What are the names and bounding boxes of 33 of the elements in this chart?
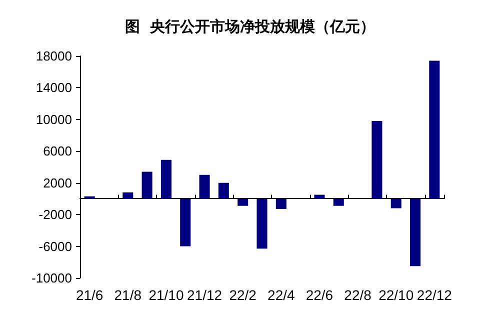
bar bbox=[333, 198, 344, 206]
y-tick-label: 14000 bbox=[36, 80, 72, 96]
bar bbox=[429, 60, 440, 199]
bar bbox=[372, 121, 382, 199]
bar bbox=[142, 172, 152, 199]
x-tick-label: 22/4 bbox=[268, 287, 295, 303]
y-tick-label: 6000 bbox=[43, 144, 72, 159]
bar bbox=[180, 198, 191, 246]
y-tick-label: 18000 bbox=[36, 48, 72, 64]
y-tick-label: -2000 bbox=[38, 207, 72, 222]
x-tick-label: 21/8 bbox=[114, 287, 142, 303]
bar bbox=[410, 198, 421, 266]
y-tick-label: 10000 bbox=[36, 112, 72, 127]
bar bbox=[218, 182, 229, 199]
y-tick-label: 2000 bbox=[43, 175, 72, 190]
x-tick-label: 22/8 bbox=[344, 287, 372, 303]
y-tick-label: -6000 bbox=[38, 238, 72, 254]
chart-title: 图 央行公开市场净投放规模（亿元） bbox=[124, 18, 376, 36]
y-tick-label: -10000 bbox=[32, 270, 72, 286]
bar bbox=[160, 160, 172, 199]
x-tick-label: 21/12 bbox=[187, 287, 222, 303]
bar bbox=[238, 198, 248, 206]
x-tick-label: 21/6 bbox=[76, 287, 104, 303]
bar bbox=[199, 174, 210, 199]
x-tick-label: 22/12 bbox=[416, 287, 452, 303]
x-tick-label: 22/6 bbox=[306, 287, 334, 303]
bar bbox=[122, 192, 134, 199]
bar bbox=[276, 198, 286, 210]
x-tick-label: 22/2 bbox=[229, 287, 257, 303]
bar bbox=[256, 198, 268, 249]
bar bbox=[390, 198, 402, 208]
x-tick-label: 22/10 bbox=[378, 287, 414, 303]
x-tick-label: 21/10 bbox=[148, 287, 184, 303]
